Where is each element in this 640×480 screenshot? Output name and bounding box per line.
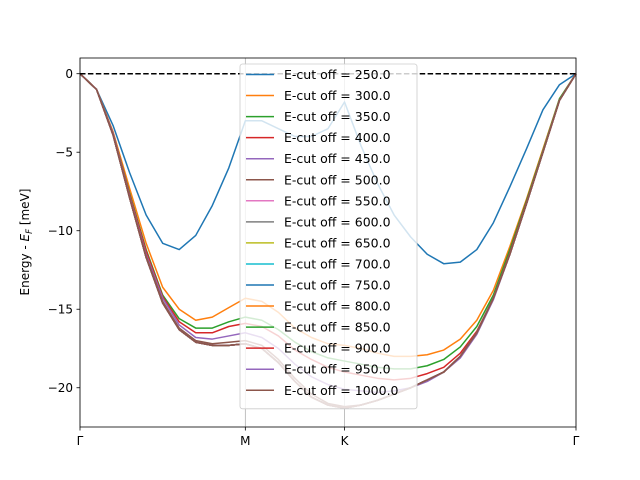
plot-area-frame <box>79 57 577 428</box>
y-tick-label-2: −10 <box>48 224 73 238</box>
legend-label-15: E-cut off = 1000.0 <box>284 383 399 398</box>
legend-label-7: E-cut off = 600.0 <box>284 214 391 229</box>
y-axis-label: Energy - EF [meV] <box>18 189 35 296</box>
legend-label-0: E-cut off = 250.0 <box>284 67 391 82</box>
y-tick-label-3: −15 <box>48 303 73 317</box>
legend-label-1: E-cut off = 300.0 <box>284 88 391 103</box>
x-tick-label-1: M <box>240 434 250 448</box>
legend-label-9: E-cut off = 700.0 <box>284 256 391 271</box>
legend-label-3: E-cut off = 400.0 <box>284 130 391 145</box>
x-tick-label-2: K <box>341 434 350 448</box>
legend-label-11: E-cut off = 800.0 <box>284 299 391 314</box>
legend-label-10: E-cut off = 750.0 <box>284 278 391 293</box>
legend-label-12: E-cut off = 850.0 <box>284 320 391 335</box>
legend-label-2: E-cut off = 350.0 <box>284 109 391 124</box>
legend-label-8: E-cut off = 650.0 <box>284 235 391 250</box>
legend: E-cut off = 250.0 E-cut off = 300.0 E-cut … <box>239 63 418 410</box>
legend-label-4: E-cut off = 450.0 <box>284 151 391 166</box>
legend-label-13: E-cut off = 900.0 <box>284 341 391 356</box>
y-axis-ticks: 0 −5 −10 −15 −20 <box>48 67 80 395</box>
y-tick-label-0: 0 <box>65 67 73 81</box>
x-tick-label-0: Γ <box>77 434 84 448</box>
x-tick-label-3: Γ <box>573 434 580 448</box>
legend-label-6: E-cut off = 550.0 <box>284 193 391 208</box>
y-tick-label-4: −20 <box>48 381 73 395</box>
y-tick-label-1: −5 <box>55 146 73 160</box>
legend-frame <box>239 63 418 410</box>
legend-label-5: E-cut off = 500.0 <box>284 172 391 187</box>
legend-label-14: E-cut off = 950.0 <box>284 362 391 377</box>
